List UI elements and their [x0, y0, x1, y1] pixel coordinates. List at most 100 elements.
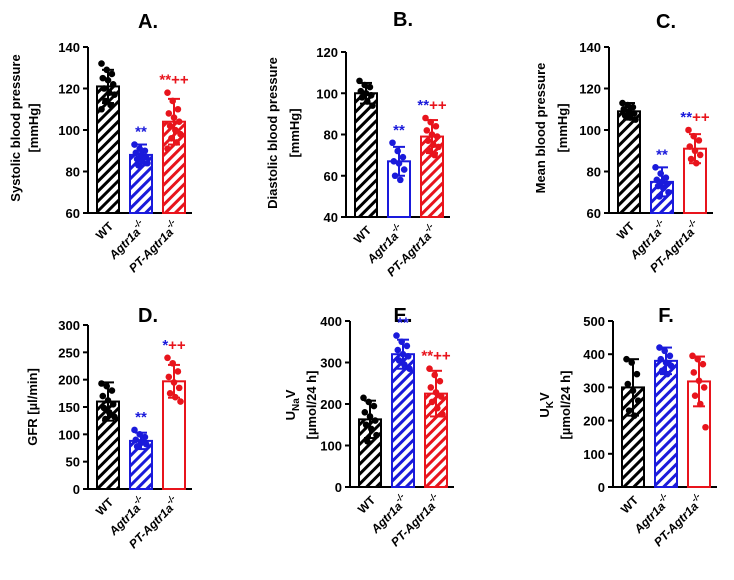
- panel-c-point-pt: [690, 132, 697, 140]
- panel-d-plot: 050100150200250300WTAgtr1a-/-PT-Agtr1a-/…: [58, 318, 192, 551]
- panel-c-point-wt: [619, 99, 626, 107]
- panel-d-ytick-label: 100: [58, 427, 80, 442]
- panel-d-point-wt: [99, 392, 107, 400]
- panel-a-point-agtr1a: [136, 145, 143, 152]
- panel-f-point-agtr1a: [658, 367, 666, 375]
- panel-b-point-pt: [433, 133, 441, 140]
- panel-d-point-wt: [100, 404, 108, 412]
- panel-e-significance: **++: [421, 348, 450, 365]
- panel-a-point-agtr1a: [137, 151, 145, 159]
- panel-b-point-agtr1a: [389, 139, 396, 147]
- panel-a-point-wt: [98, 60, 105, 67]
- panel-e-ylabel-line2: [µmol/24 h]: [304, 371, 319, 440]
- panel-a-point-pt: [177, 130, 184, 138]
- panel-e-point-agtr1a: [398, 338, 406, 346]
- panel-c-point-pt: [693, 159, 700, 167]
- panel-a-point-wt: [99, 74, 107, 82]
- panel-d-point-wt: [109, 400, 117, 408]
- panel-c-point-pt: [686, 143, 694, 150]
- panel-f-point-pt: [697, 400, 704, 408]
- panel-d-ytick-label: 250: [58, 345, 80, 360]
- panel-b-point-wt: [369, 102, 376, 109]
- panel-f-point-agtr1a: [667, 362, 675, 370]
- panel-b-title: B.: [393, 9, 413, 31]
- panel-c-point-agtr1a: [660, 184, 667, 192]
- panel-c-bar-wt: [617, 110, 641, 214]
- panel-b-ytick-label: 80: [324, 128, 338, 143]
- panel-d-point-agtr1a: [131, 426, 138, 434]
- panel-e-ytick-label: 0: [335, 480, 342, 495]
- panel-a-point-wt: [102, 97, 109, 105]
- panel-d-category-label: WT: [93, 495, 117, 519]
- panel-e-title: E.: [394, 305, 413, 327]
- panel-d-point-pt: [166, 390, 174, 397]
- panel-b-plot: 406080100120WTAgtr1a-/-PT-Agtr1a-/-****+…: [316, 45, 450, 279]
- panel-a-point-pt: [168, 135, 175, 142]
- panel-b-point-agtr1a: [395, 160, 403, 167]
- panel-a-point-agtr1a: [141, 147, 149, 155]
- panel-e-point-pt: [436, 377, 444, 385]
- panel-e-point-wt: [373, 431, 380, 439]
- panel-c-ytick-label: 140: [579, 40, 601, 55]
- panel-a-ytick-label: 140: [58, 40, 80, 55]
- panel-a-point-pt: [175, 118, 183, 125]
- panel-b-point-agtr1a: [394, 147, 402, 155]
- panel-e-point-agtr1a: [394, 346, 402, 354]
- panel-a-point-pt: [173, 139, 180, 146]
- panel-a-point-wt: [109, 81, 117, 88]
- panel-f: F. UKV [µmol/24 h] 0100200300400500WTAgt…: [537, 305, 717, 549]
- panel-a-point-wt: [98, 105, 105, 113]
- panel-e-point-pt: [432, 389, 440, 396]
- panel-d-ytick-label: 200: [58, 373, 80, 388]
- panel-e-ylabel-line1: UNaV: [283, 389, 302, 420]
- panel-b-point-pt: [435, 143, 442, 151]
- panel-e-point-agtr1a: [404, 352, 412, 360]
- panel-a-point-wt: [103, 66, 110, 74]
- panel-b-ytick-label: 40: [324, 210, 338, 225]
- panel-b-point-wt: [366, 83, 374, 91]
- panel-f-point-wt: [624, 380, 632, 388]
- panel-f-title: F.: [658, 305, 674, 327]
- panel-c-point-agtr1a: [665, 188, 672, 196]
- panel-d-point-wt: [104, 397, 112, 404]
- panel-b-point-pt: [426, 147, 433, 155]
- panel-c-point-wt: [630, 110, 638, 117]
- panel-c-point-agtr1a: [652, 164, 659, 171]
- panel-e-significance: **: [397, 315, 409, 332]
- panel-a-plot: 6080100120140WTAgtr1a-/-PT-Agtr1a-/-****…: [58, 40, 192, 275]
- panel-a-ylabel-line1: Systolic blood pressure: [8, 54, 23, 201]
- panel-c-significance: **++: [680, 109, 709, 126]
- panel-e-ytick-label: 200: [320, 397, 342, 412]
- panel-f-point-wt: [633, 370, 641, 378]
- panel-b-point-agtr1a: [397, 176, 404, 184]
- panel-b-significance: **: [393, 122, 405, 139]
- panel-b-point-wt: [367, 92, 375, 99]
- panel-a-point-agtr1a: [144, 159, 151, 167]
- panel-d-point-wt: [106, 409, 113, 416]
- panel-e-point-wt: [370, 402, 378, 410]
- panel-c-point-agtr1a: [656, 193, 663, 200]
- panel-f-point-pt: [700, 384, 708, 391]
- panel-d-point-wt: [103, 382, 110, 390]
- panel-c-point-pt: [691, 147, 699, 155]
- panel-a-point-wt: [100, 85, 108, 92]
- panel-e-point-agtr1a: [406, 365, 413, 373]
- panel-a-point-pt: [165, 110, 173, 117]
- panel-b-ylabel-line1: Diastolic blood pressure: [265, 57, 280, 209]
- panel-a-significance: **++: [159, 72, 188, 89]
- panel-c-point-wt: [624, 101, 631, 109]
- panel-f-ytick-label: 500: [583, 314, 605, 329]
- panel-b-ytick-label: 60: [324, 169, 338, 184]
- panel-d-point-agtr1a: [132, 436, 140, 444]
- panel-c-point-pt: [695, 137, 703, 144]
- panel-d-point-agtr1a: [142, 440, 150, 448]
- panel-b-point-pt: [431, 151, 438, 159]
- panel-c: C. Mean blood pressure [mmHg] 60 80 100 120…: [533, 11, 713, 275]
- panel-b-point-wt: [358, 94, 366, 101]
- panel-a-point-wt: [111, 91, 118, 99]
- panel-a-ytick-label: 80: [66, 165, 80, 180]
- panel-b-point-wt: [361, 81, 369, 89]
- panel-b-category-label: WT: [351, 223, 375, 247]
- panel-a-point-pt: [170, 114, 178, 121]
